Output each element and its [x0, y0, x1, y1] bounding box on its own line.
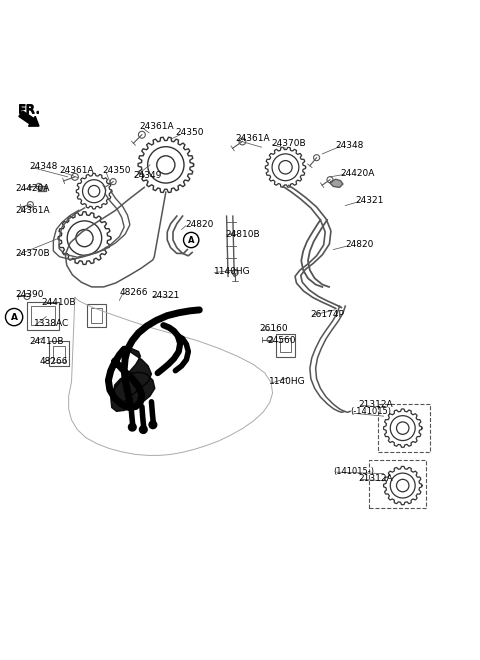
Bar [378, 404, 430, 451]
Text: 1338AC: 1338AC [34, 319, 70, 328]
FancyArrow shape [19, 111, 39, 126]
Text: 24410B: 24410B [41, 298, 76, 307]
Circle shape [140, 426, 147, 434]
Text: 26160: 26160 [259, 324, 288, 333]
Text: 24349: 24349 [134, 172, 162, 180]
Text: 24560: 24560 [268, 336, 296, 345]
Text: 24361A: 24361A [140, 122, 174, 131]
Text: 24348: 24348 [29, 162, 58, 171]
Polygon shape [111, 346, 155, 411]
Text: A: A [188, 236, 194, 244]
Text: (-141015): (-141015) [350, 407, 391, 416]
Text: 1140HG: 1140HG [269, 378, 305, 386]
Text: 24350: 24350 [175, 128, 204, 137]
Text: 21312A: 21312A [359, 400, 393, 409]
Text: 24370B: 24370B [271, 139, 306, 148]
Polygon shape [38, 186, 46, 191]
Text: 24420A: 24420A [15, 184, 49, 193]
Text: A: A [11, 313, 18, 321]
Text: 24810B: 24810B [226, 230, 260, 239]
Text: 26174P: 26174P [311, 310, 345, 319]
Text: 24348: 24348 [336, 141, 364, 150]
Text: 48266: 48266 [40, 356, 69, 366]
Text: 24390: 24390 [15, 290, 44, 299]
Text: 24361A: 24361A [59, 166, 94, 175]
Text: 24820: 24820 [185, 220, 213, 229]
Polygon shape [330, 180, 343, 187]
Text: FR.: FR. [17, 104, 41, 117]
Circle shape [149, 421, 157, 428]
Text: 24820: 24820 [345, 240, 373, 249]
Text: 21312A: 21312A [359, 474, 393, 483]
Text: 24321: 24321 [152, 291, 180, 300]
Text: 24350: 24350 [102, 166, 131, 175]
Text: 24361A: 24361A [15, 206, 49, 215]
Text: 24370B: 24370B [15, 249, 49, 258]
Text: 48266: 48266 [120, 288, 148, 297]
Text: 24321: 24321 [355, 196, 383, 205]
Text: 24420A: 24420A [340, 168, 375, 178]
Bar [369, 460, 426, 508]
Text: FR.: FR. [17, 103, 41, 116]
Text: 24410B: 24410B [29, 337, 64, 345]
Text: 24361A: 24361A [235, 134, 270, 143]
Text: 1140HG: 1140HG [214, 267, 250, 276]
Text: (141015-): (141015-) [333, 467, 374, 476]
Circle shape [129, 423, 136, 431]
